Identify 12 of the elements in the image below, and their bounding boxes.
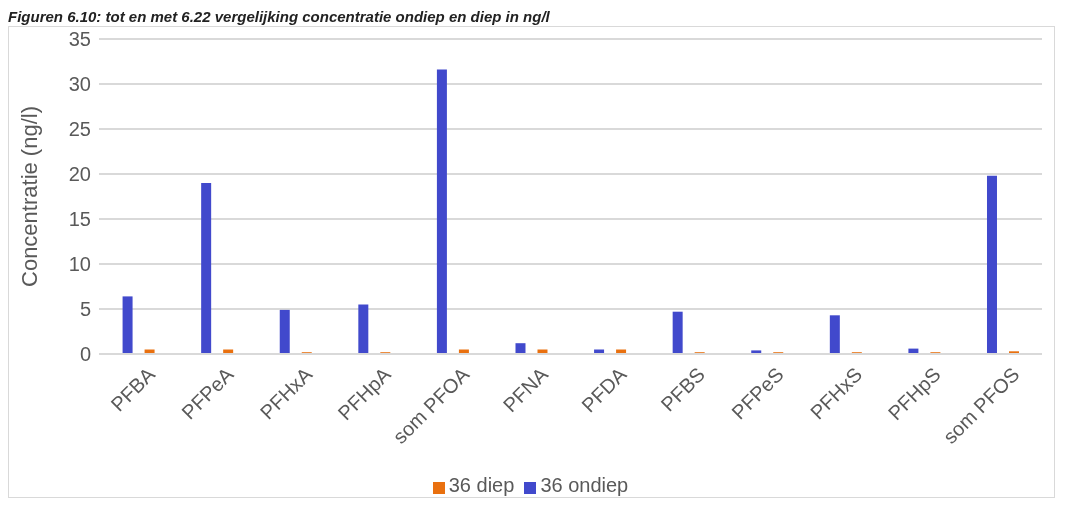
y-axis-title: Concentratie (ng/l) bbox=[16, 106, 42, 287]
y-tick-label: 20 bbox=[68, 163, 91, 186]
y-tick-label: 5 bbox=[79, 298, 91, 321]
chart-title: Figuren 6.10: tot en met 6.22 vergelijking concentratie ondiep en diep in ng/l bbox=[8, 8, 551, 26]
legend-label: 36 ondiep bbox=[540, 474, 629, 496]
y-tick-label: 10 bbox=[68, 253, 91, 276]
legend-label: 36 diep bbox=[448, 474, 515, 496]
y-tick-label: 0 bbox=[79, 343, 91, 366]
y-tick-label: 35 bbox=[68, 28, 91, 51]
y-tick-label: 25 bbox=[68, 118, 91, 141]
y-tick-label: 15 bbox=[68, 208, 91, 231]
y-tick-label: 30 bbox=[68, 73, 91, 96]
